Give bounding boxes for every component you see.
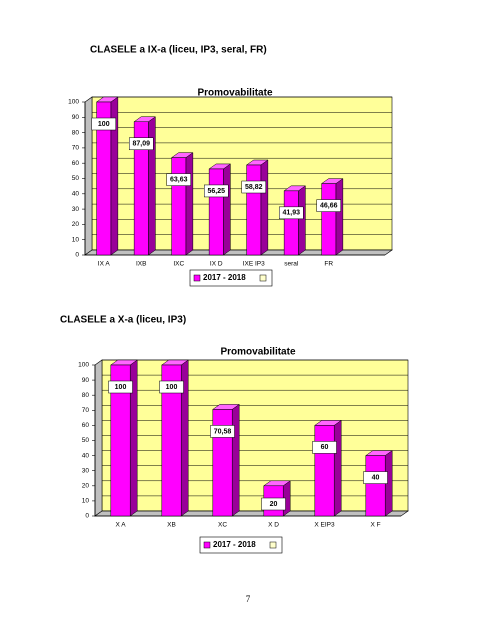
y-tick-label: 80 [72, 129, 80, 136]
y-tick-label: 30 [82, 467, 90, 474]
y-tick-label: 70 [72, 145, 80, 152]
legend-label: 2017 - 2018 [203, 273, 246, 282]
x-tick-label: seral [284, 261, 299, 268]
y-tick-label: 40 [82, 452, 90, 459]
data-label: 87,09 [132, 141, 150, 148]
y-tick-label: 20 [72, 221, 80, 228]
x-tick-label: X A [115, 522, 126, 529]
data-label-box [312, 441, 337, 454]
y-tick-label: 20 [82, 483, 90, 490]
data-label-box [363, 471, 388, 484]
bar-side [333, 419, 342, 517]
x-tick-label: X D [268, 522, 279, 529]
plot-side-wall [94, 359, 103, 517]
data-label-box [108, 380, 133, 394]
bar [171, 157, 187, 256]
y-tick-label: 70 [82, 407, 90, 414]
data-label: 41,93 [282, 210, 300, 217]
data-label-box [129, 137, 154, 151]
bar-side [298, 185, 306, 256]
data-label: 100 [98, 121, 110, 128]
bar [133, 121, 149, 256]
x-tick-label: IXB [136, 261, 146, 268]
y-tick-label: 0 [85, 513, 89, 520]
x-tick-label: IXE IP3 [243, 261, 265, 268]
data-label: 58,82 [245, 184, 263, 191]
y-tick-label: 100 [68, 99, 79, 106]
bar [208, 168, 224, 256]
plot-side-wall [84, 96, 93, 256]
legend-box [189, 269, 273, 287]
x-tick-label: XC [218, 522, 227, 529]
x-tick-label: X F [370, 522, 380, 529]
y-tick-label: 10 [72, 236, 80, 243]
data-label-box [159, 380, 184, 394]
bar [110, 364, 131, 517]
chart-title: Promovabilitate [220, 347, 295, 358]
legend-empty-swatch [269, 541, 277, 549]
legend-swatch [193, 274, 201, 282]
bar [283, 190, 299, 256]
data-label: 63,63 [170, 176, 188, 183]
y-tick-label: 90 [72, 114, 80, 121]
x-tick-label: X EIP3 [314, 522, 335, 529]
heading: CLASELE a IX-a (liceu, IP3, seral, FR) [90, 45, 267, 56]
legend-swatch [203, 541, 211, 549]
bar [246, 164, 262, 256]
data-label-box [261, 497, 286, 511]
data-label-box [279, 206, 304, 220]
y-tick-label: 60 [72, 160, 80, 167]
y-tick-label: 30 [72, 206, 80, 213]
y-tick-label: 50 [82, 437, 90, 444]
bar-side [335, 178, 344, 256]
bar [96, 101, 112, 256]
x-tick-label: IX A [98, 261, 111, 268]
bar [314, 425, 335, 517]
data-label-box [241, 180, 266, 194]
plot-floor [94, 510, 409, 517]
bar [321, 183, 337, 256]
y-tick-label: 40 [72, 191, 80, 198]
data-label: 100 [115, 384, 127, 391]
bar-side [148, 116, 156, 256]
data-label: 100 [166, 384, 178, 391]
x-tick-label: IX D [210, 261, 223, 268]
bar-side [260, 159, 269, 256]
y-tick-label: 100 [78, 362, 89, 369]
y-tick-label: 80 [82, 392, 90, 399]
x-tick-label: IXC [173, 261, 184, 268]
bar [161, 364, 182, 517]
plot-floor [84, 249, 393, 256]
data-label: 70,58 [214, 428, 232, 435]
heading: CLASELE a X-a (liceu, IP3) [60, 315, 186, 326]
data-label: 60 [321, 444, 329, 451]
page-number: 7 [246, 594, 251, 604]
data-label-box [166, 173, 191, 186]
data-label-box [316, 199, 341, 212]
bar-side [223, 163, 231, 256]
legend-label: 2017 - 2018 [213, 540, 256, 549]
chart-title: Promovabilitate [197, 88, 272, 99]
data-label: 46,66 [320, 202, 338, 209]
y-tick-label: 60 [82, 422, 90, 429]
data-label: 40 [372, 474, 380, 481]
bar-side [231, 403, 240, 517]
bar [365, 455, 386, 517]
legend-empty-swatch [259, 274, 267, 282]
y-tick-label: 0 [75, 252, 79, 259]
x-tick-label: FR [324, 261, 333, 268]
y-tick-label: 50 [72, 175, 80, 182]
data-label: 20 [270, 501, 278, 508]
y-tick-label: 10 [82, 498, 90, 505]
bar-side [185, 152, 194, 256]
legend-box [199, 536, 283, 554]
y-tick-label: 90 [82, 377, 90, 384]
data-label-box [91, 117, 116, 131]
data-label: 56,25 [207, 188, 225, 195]
data-label-box [210, 425, 235, 438]
data-label-box [204, 184, 229, 198]
x-tick-label: XB [167, 522, 176, 529]
